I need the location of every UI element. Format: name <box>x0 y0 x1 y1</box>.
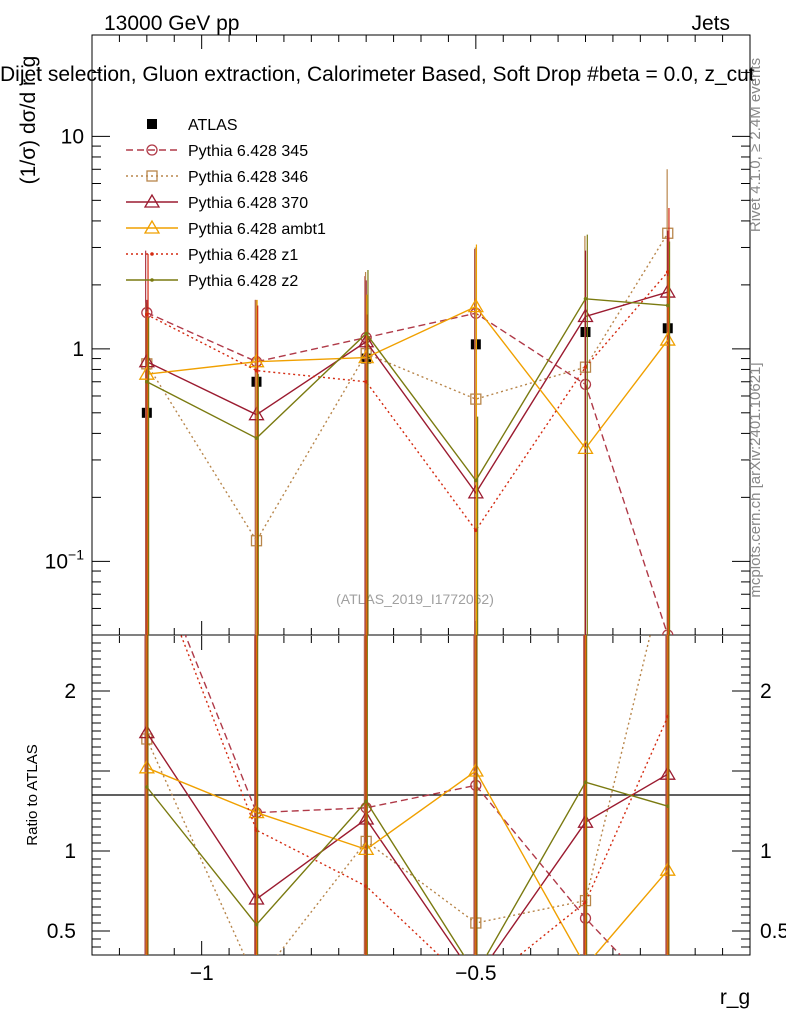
data-point <box>138 365 155 380</box>
ratio-point <box>358 841 375 856</box>
data-point <box>364 331 368 336</box>
ratio-y-tick-label: 0.5 <box>47 920 76 943</box>
ratio-y-tick-label: 1 <box>760 840 772 863</box>
ratio-point <box>252 977 262 987</box>
data-point <box>577 440 594 455</box>
ratio-point <box>254 922 259 927</box>
ratio-point <box>579 959 593 971</box>
category-label: Jets <box>691 12 730 35</box>
energy-label: 13000 GeV pp <box>104 12 239 35</box>
series-line <box>146 305 669 450</box>
data-point <box>577 308 594 323</box>
series-1 <box>141 249 674 635</box>
x-tick-label: −0.5 <box>455 962 496 985</box>
ratio-series-3 <box>138 635 676 971</box>
data-point <box>665 270 670 274</box>
ratio-point <box>659 861 676 876</box>
ratio-point <box>145 785 149 789</box>
series-line <box>146 298 668 482</box>
data-point <box>364 379 368 384</box>
ratio-point <box>364 799 368 804</box>
data-point <box>659 331 676 346</box>
ratio-y-axis-title: Ratio to ATLAS <box>24 744 41 845</box>
series-line <box>146 271 669 532</box>
series-line <box>146 312 669 635</box>
legend-label: Pythia 6.428 z2 <box>188 273 298 290</box>
tick-labels: −1 −0.5 10−1 1 10 0.5 0.5 1 1 2 2 <box>45 125 786 985</box>
legend-marker <box>146 144 158 156</box>
data-point <box>467 298 484 313</box>
y-tick-label: 10−1 <box>45 546 85 573</box>
series-6 <box>145 234 671 635</box>
data-point <box>254 436 259 440</box>
series-2 <box>141 169 674 635</box>
legend-label: ATLAS <box>188 117 238 134</box>
source-label: mcplots.cern.ch [arXiv:2401.10621] <box>747 362 764 597</box>
legend-label: Pythia 6.428 345 <box>188 143 308 160</box>
legend: ATLAS Pythia 6.428 345 Pythia 6.428 346 Pyt… <box>126 117 326 290</box>
legend-marker <box>146 170 158 182</box>
data-point <box>248 353 265 368</box>
data-point <box>665 303 670 308</box>
ratio-line <box>146 781 668 955</box>
legend-marker <box>147 119 157 129</box>
ratio-line <box>146 767 669 955</box>
legend-label: Pythia 6.428 370 <box>188 195 308 212</box>
series-0 <box>141 323 673 418</box>
plot-title: Dijet selection, Gluon extraction, Calor… <box>0 63 755 86</box>
ratio-series-4 <box>146 635 670 992</box>
ratio-line <box>180 635 669 955</box>
ratio-point <box>248 804 265 819</box>
ratio-y-tick-label: 1 <box>64 840 76 863</box>
main-y-axis-title: (1/σ) dσ/d r_g <box>17 56 40 185</box>
ratio-series-5 <box>145 635 670 955</box>
main-series-group <box>138 169 676 635</box>
rivet-label: Rivet 4.1.0, ≥ 2.4M events <box>747 58 764 232</box>
y-tick-label: 10 <box>61 125 84 148</box>
data-point <box>474 478 478 483</box>
ratio-point <box>663 1000 673 1010</box>
y-tick-label: 1 <box>72 338 84 361</box>
ratio-line <box>146 635 651 955</box>
series-4 <box>138 244 676 635</box>
data-point <box>583 365 588 369</box>
ratio-point <box>474 988 478 992</box>
legend-marker <box>143 219 161 234</box>
data-point <box>474 528 478 533</box>
data-point <box>358 349 375 364</box>
ratio-line <box>146 732 669 955</box>
ratio-point <box>138 759 155 774</box>
ratio-series-1 <box>141 635 668 987</box>
data-point <box>145 379 149 384</box>
series-line <box>146 291 668 495</box>
legend-label: Pythia 6.428 z1 <box>188 247 298 264</box>
ratio-point <box>583 780 588 784</box>
analysis-label: (ATLAS_2019_I1772062) <box>336 591 494 607</box>
legend-marker <box>150 278 154 282</box>
data-point <box>145 312 149 317</box>
ratio-point <box>665 804 670 808</box>
legend-marker <box>150 252 154 256</box>
ratio-y-tick-label: 2 <box>64 680 76 703</box>
legend-label: Pythia 6.428 ambt1 <box>188 221 326 238</box>
series-3 <box>138 230 676 635</box>
axis-ticks <box>91 34 751 955</box>
legend-label: Pythia 6.428 346 <box>188 169 308 186</box>
ratio-y-tick-label: 0.5 <box>760 920 786 943</box>
ratio-point <box>467 762 484 777</box>
ratio-series-2 <box>138 635 676 955</box>
ratio-y-tick-label: 2 <box>760 680 772 703</box>
data-point <box>254 368 259 373</box>
ratio-series-group <box>138 635 676 1010</box>
legend-marker <box>143 193 161 208</box>
x-axis-title: r_g <box>720 986 750 1009</box>
data-point <box>583 297 588 301</box>
x-tick-label: −1 <box>190 962 214 985</box>
ratio-line <box>184 635 622 955</box>
